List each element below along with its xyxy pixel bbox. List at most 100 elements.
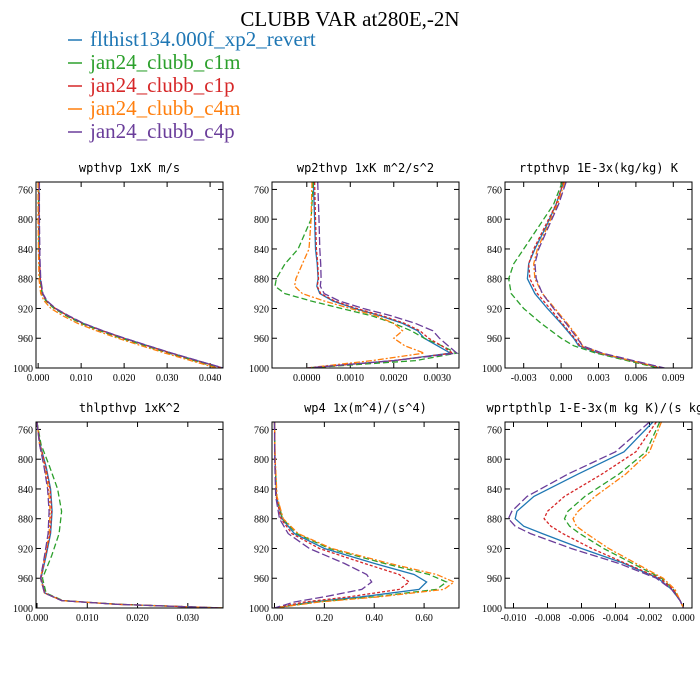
panel-3-series-0-line: [36, 422, 223, 608]
panel-5-xtick-label-1: -0.008: [535, 613, 561, 624]
panel-1-series-2-line: [306, 182, 455, 368]
panel-2-ytick-label-1: 800: [487, 215, 502, 226]
legend-label-3: jan24_clubb_c4m: [89, 96, 240, 120]
panel-5-series-1-line: [563, 422, 685, 608]
panel-4-series-1-line: [273, 422, 448, 608]
panel-0-xtick-label-3: 0.030: [156, 373, 179, 384]
panel-5-ytick-label-1: 800: [487, 455, 502, 466]
panel-title-2: rtpthvp 1E-3x(kg/kg) K: [519, 161, 679, 175]
legend-label-4: jan24_clubb_c4p: [89, 119, 235, 143]
panel-3-ytick-label-3: 880: [18, 515, 33, 526]
panel-4-ytick-label-5: 960: [254, 574, 269, 585]
panel-2-ytick-label-2: 840: [487, 245, 502, 256]
panel-5-xtick-label-0: -0.010: [501, 613, 527, 624]
panel-0-ytick-label-1: 800: [18, 215, 33, 226]
panel-2: rtpthvp 1E-3x(kg/kg) K 760 800 840 880 920 960…: [482, 161, 693, 384]
panel-1-xtick-label-3: 0.0030: [424, 373, 452, 384]
panel-5: wprtpthlp 1-E-3x(m kg K)/(s kg) 760 800 840…: [482, 401, 700, 624]
panel-0-xtick-label-4: 0.040: [199, 373, 222, 384]
panel-5-ytick-label-0: 760: [487, 425, 502, 436]
panel-1: wp2thvp 1xK m^2/s^2 760 800 840 880 920 960 100…: [249, 161, 460, 384]
panel-4-xtick-label-3: 0.60: [415, 613, 433, 624]
panel-3-ytick-label-6: 1000: [13, 604, 33, 615]
panel-3-ytick-label-4: 920: [18, 544, 33, 555]
panels-grid: wpthvp 1xK m/s76080084088092096010000.00…: [13, 161, 700, 624]
panel-0-xtick-label-1: 0.010: [70, 373, 93, 384]
panel-4-series-4-line: [273, 422, 373, 608]
panel-1-series-0-line: [306, 182, 453, 368]
panel-2-ytick-label-5: 960: [487, 334, 502, 345]
panel-0-series-3-line: [37, 182, 217, 368]
panel-1-series-4-line: [306, 182, 459, 368]
panel-5-xtick-label-5: 0.000: [672, 613, 695, 624]
panel-1-ytick-label-4: 920: [254, 304, 269, 315]
panel-0-xtick-label-2: 0.020: [113, 373, 136, 384]
panel-0-ytick-label-4: 920: [18, 304, 33, 315]
panel-4-ytick-label-2: 840: [254, 485, 269, 496]
panel-3-xtick-label-3: 0.030: [177, 613, 200, 624]
panel-1-series-3-line: [293, 182, 425, 368]
panel-0-xtick-label-0: 0.000: [27, 373, 50, 384]
panel-3-frame: [35, 421, 224, 609]
panel-0-frame: [35, 181, 224, 369]
panel-5-lines: [507, 422, 685, 608]
panel-1-ytick-label-5: 960: [254, 334, 269, 345]
figure-title: CLUBB VAR at280E,-2N: [240, 7, 459, 31]
legend: flthist134.000f_xp2_revertjan24_clubb_c1…: [68, 27, 316, 143]
panel-5-series-3-line: [572, 422, 685, 608]
panel-title-0: wpthvp 1xK m/s: [79, 161, 180, 175]
panel-0-ytick-label-0: 760: [18, 185, 33, 196]
panel-3-series-4-line: [36, 422, 223, 608]
panel-2-xtick-label-2: 0.003: [587, 373, 610, 384]
panel-1-frame: [271, 181, 460, 369]
panel-0-ytick-label-2: 840: [18, 245, 33, 256]
panel-3-series-3-line: [36, 422, 223, 608]
panel-1-xtick-label-0: 0.0000: [293, 373, 321, 384]
panel-3-ytick-label-5: 960: [18, 574, 33, 585]
panel-5-series-0-line: [514, 422, 685, 608]
panel-2-ytick-label-0: 760: [487, 185, 502, 196]
panel-1-xtick-label-2: 0.0020: [380, 373, 408, 384]
panel-4-ytick-label-6: 1000: [249, 604, 269, 615]
panel-3-series-1-line: [36, 422, 223, 608]
panel-2-xtick-label-0: -0.003: [511, 373, 537, 384]
panel-4-series-0-line: [273, 422, 428, 608]
panel-4-ytick-label-4: 920: [254, 544, 269, 555]
panel-2-ytick-label-6: 1000: [482, 364, 502, 375]
panel-2-series-0-line: [526, 182, 661, 368]
panel-0-ytick-label-5: 960: [18, 334, 33, 345]
panel-3-xtick-label-2: 0.020: [126, 613, 149, 624]
panel-3-xtick-label-1: 0.010: [76, 613, 99, 624]
panel-5-xtick-label-3: -0.004: [603, 613, 629, 624]
panel-5-series-2-line: [543, 422, 685, 608]
panel-title-1: wp2thvp 1xK m^2/s^2: [297, 161, 434, 175]
panel-2-lines: [508, 182, 665, 368]
panel-0-ytick-label-6: 1000: [13, 364, 33, 375]
legend-label-0: flthist134.000f_xp2_revert: [90, 27, 316, 51]
panel-5-ytick-label-5: 960: [487, 574, 502, 585]
panel-5-xtick-label-4: -0.002: [637, 613, 663, 624]
panel-2-xtick-label-3: 0.006: [625, 373, 648, 384]
panel-1-ytick-label-3: 880: [254, 275, 269, 286]
panel-1-ytick-label-1: 800: [254, 215, 269, 226]
panel-4-xtick-label-0: 0.00: [266, 613, 284, 624]
panel-4-lines: [273, 422, 456, 608]
panel-4-frame: [271, 421, 460, 609]
panel-5-ytick-label-6: 1000: [482, 604, 502, 615]
panel-0-lines: [37, 182, 223, 368]
panel-3-ytick-label-1: 800: [18, 455, 33, 466]
panel-2-xtick-label-1: 0.000: [550, 373, 573, 384]
panel-2-series-2-line: [528, 182, 663, 368]
panel-title-4: wp4 1x(m^4)/(s^4): [304, 401, 427, 415]
panel-5-series-4-line: [507, 422, 685, 608]
panel-1-lines: [274, 182, 459, 368]
panel-5-ytick-label-3: 880: [487, 515, 502, 526]
panel-3: thlpthvp 1xK^2 760 800 840 880 920 960 10000.00…: [13, 401, 224, 624]
panel-4-ytick-label-3: 880: [254, 515, 269, 526]
panel-2-ytick-label-4: 920: [487, 304, 502, 315]
legend-label-1: jan24_clubb_c1m: [89, 50, 240, 74]
panel-4-xtick-label-2: 0.40: [365, 613, 383, 624]
panel-2-frame: [504, 181, 693, 369]
panel-0-series-4-line: [38, 182, 223, 368]
